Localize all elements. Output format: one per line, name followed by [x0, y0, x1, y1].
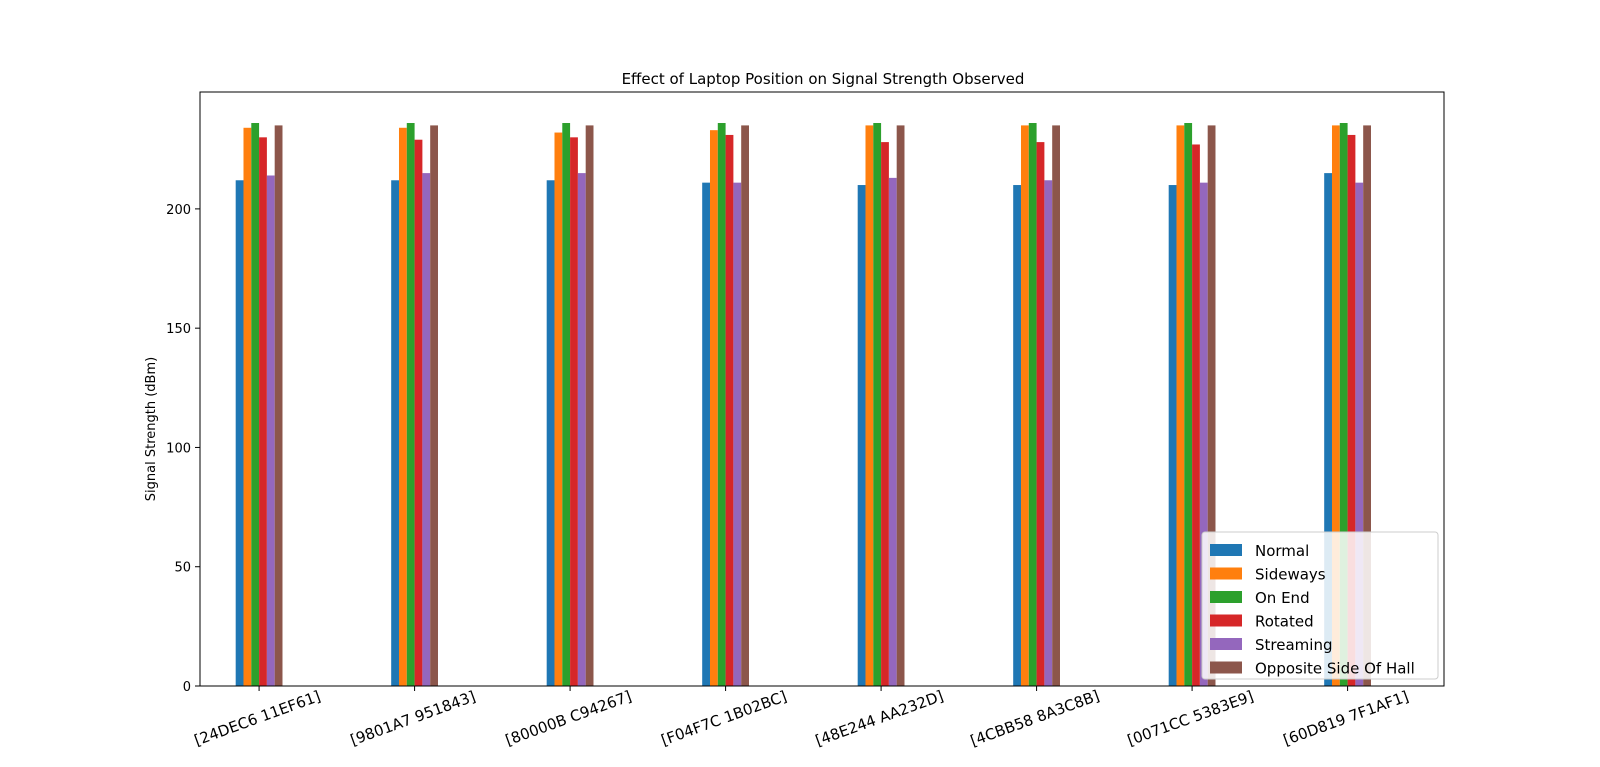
bar-opposite-side-of-hall-5 [1052, 125, 1060, 686]
y-tick-label: 150 [166, 322, 191, 337]
bar-sideways-6 [1176, 125, 1185, 686]
bar-opposite-side-of-hall-3 [741, 125, 749, 686]
bar-on-end-4 [873, 123, 882, 686]
x-tick-label: [80000B C94267] [503, 687, 634, 749]
legend-label: On End [1255, 589, 1310, 607]
legend-label: Normal [1255, 542, 1309, 560]
bar-normal-1 [391, 180, 399, 686]
bar-opposite-side-of-hall-1 [430, 125, 438, 686]
legend-swatch [1210, 614, 1242, 627]
legend-box [1201, 531, 1439, 680]
legend-label: Sideways [1255, 566, 1326, 584]
bar-normal-5 [1013, 185, 1021, 687]
bar-opposite-side-of-hall-0 [274, 125, 283, 686]
y-axis-label: Signal Strength (dBm) [144, 357, 159, 501]
x-tick-label: [24DEC6 11EF61] [192, 687, 323, 749]
bar-on-end-6 [1184, 123, 1193, 686]
x-axis: [24DEC6 11EF61] [9801A7 951843] [80000B C9… [192, 686, 1411, 750]
legend: Normal Sideways On End Rotated Streaming Oppo… [1201, 531, 1439, 680]
bar-on-end-1 [406, 123, 415, 686]
bar-sideways-3 [709, 130, 718, 687]
bar-rotated-6 [1192, 144, 1200, 687]
legend-swatch [1210, 591, 1242, 603]
bar-normal-2 [546, 180, 555, 686]
bar-rotated-3 [725, 134, 734, 686]
x-tick-label: [9801A7 951843] [348, 687, 478, 749]
bar-opposite-side-of-hall-7 [1363, 125, 1371, 686]
x-tick-label: [4CBB58 8A3C8B] [968, 687, 1102, 750]
bar-streaming-1 [422, 173, 431, 687]
x-tick-label: [F04F7C 1B02BC] [659, 687, 789, 749]
bar-on-end-0 [251, 123, 260, 686]
bar-sideways-4 [865, 125, 874, 686]
legend-label: Streaming [1255, 636, 1332, 654]
legend-swatch [1210, 638, 1242, 650]
y-tick-label: 50 [174, 561, 191, 576]
bar-on-end-3 [717, 123, 726, 686]
bar-normal-4 [857, 185, 866, 687]
x-tick-label: [0071CC 5383E9] [1125, 687, 1256, 749]
bar-on-end-2 [562, 123, 571, 686]
bar-normal-6 [1168, 185, 1177, 687]
bar-rotated-0 [259, 137, 267, 686]
x-tick-label: [60D819 7F1AF1] [1281, 687, 1411, 749]
bar-rotated-7 [1347, 134, 1356, 686]
bar-streaming-6 [1199, 182, 1208, 686]
x-tick-label: [48E244 AA232D] [813, 687, 946, 750]
legend-label: Opposite Side Of Hall [1255, 660, 1415, 678]
bar-normal-7 [1324, 173, 1332, 687]
legend-swatch [1210, 567, 1242, 580]
bar-on-end-5 [1028, 123, 1037, 686]
y-tick-label: 200 [166, 203, 191, 218]
bars-layer [235, 123, 1371, 687]
bar-sideways-7 [1331, 125, 1340, 686]
bar-opposite-side-of-hall-6 [1207, 125, 1216, 686]
bar-opposite-side-of-hall-4 [896, 125, 905, 686]
y-tick-label: 100 [166, 441, 191, 456]
bar-sideways-5 [1020, 125, 1029, 686]
bar-sideways-0 [243, 127, 252, 686]
bar-rotated-5 [1036, 142, 1045, 687]
y-tick-label: 0 [183, 680, 191, 695]
bar-sideways-1 [398, 127, 407, 686]
bar-rotated-2 [570, 137, 578, 686]
bar-streaming-3 [733, 182, 742, 686]
bar-rotated-1 [414, 139, 423, 686]
legend-label: Rotated [1255, 613, 1314, 631]
chart-title: Effect of Laptop Position on Signal Stre… [622, 70, 1025, 88]
bar-normal-3 [702, 182, 710, 686]
y-axis: 0 50 100 150 200 [166, 203, 200, 695]
bar-streaming-7 [1355, 182, 1364, 686]
bar-opposite-side-of-hall-2 [585, 125, 594, 686]
legend-swatch [1210, 544, 1242, 556]
bar-on-end-7 [1339, 123, 1348, 686]
bar-normal-0 [235, 180, 244, 686]
legend-swatch [1210, 661, 1242, 674]
bar-streaming-5 [1044, 180, 1053, 686]
bar-sideways-2 [554, 132, 563, 687]
bar-streaming-4 [888, 177, 897, 686]
bar-streaming-0 [266, 175, 275, 687]
bar-rotated-4 [881, 142, 889, 687]
bar-streaming-2 [577, 173, 586, 687]
plot-frame [199, 91, 1445, 687]
